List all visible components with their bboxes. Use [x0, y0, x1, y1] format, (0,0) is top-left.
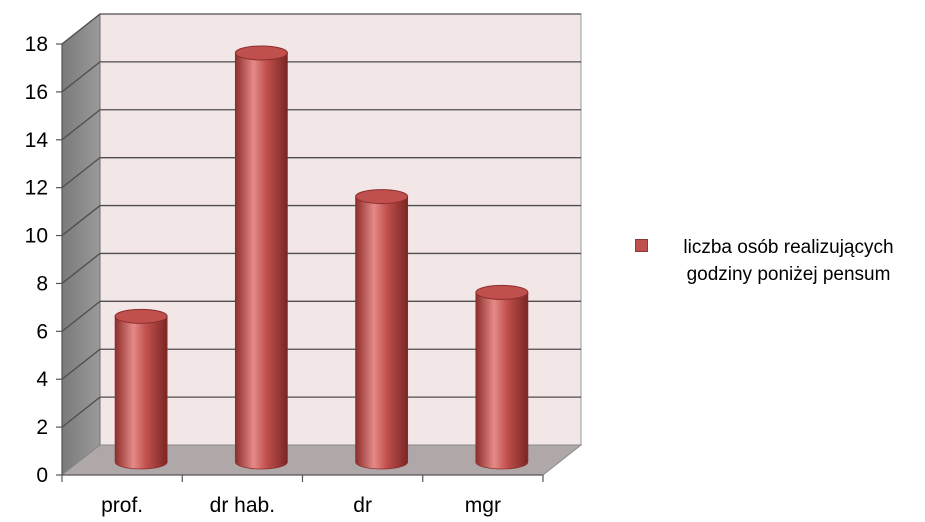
bar — [355, 189, 409, 470]
gridline-side — [61, 61, 101, 93]
gridline-side — [61, 13, 101, 45]
y-tick-label: 16 — [25, 81, 48, 104]
gridline-side — [61, 348, 101, 380]
bar-top — [475, 284, 529, 300]
x-tick-label: dr hab. — [210, 494, 275, 517]
y-tick-labels: 0 2 4 6 8 10 12 14 16 18 — [25, 33, 49, 487]
gridline-side — [61, 157, 101, 189]
gridline-side — [61, 252, 101, 284]
x-tick-label: dr — [353, 494, 372, 517]
gridline-side — [61, 109, 101, 141]
bar — [234, 45, 288, 470]
side-wall — [61, 12, 101, 477]
y-tick-label: 0 — [36, 464, 48, 487]
bar-top — [114, 308, 168, 324]
y-tick-label: 10 — [25, 225, 48, 248]
y-tick-label: 2 — [36, 416, 48, 439]
y-tick-label: 4 — [36, 368, 48, 391]
x-tick-label: prof. — [101, 494, 143, 517]
bars — [114, 45, 529, 470]
bar — [475, 284, 529, 470]
gridline-side — [61, 396, 101, 428]
x-tick-labels: prof. dr hab. dr mgr — [101, 494, 501, 517]
gridline-side — [61, 300, 101, 332]
axes — [56, 43, 544, 482]
chart-walls — [60, 12, 583, 477]
y-tick-label: 18 — [25, 33, 48, 56]
x-tick-label: mgr — [465, 494, 501, 517]
y-tick-label: 14 — [25, 129, 49, 152]
y-tick-label: 12 — [25, 177, 48, 200]
legend-swatch — [635, 239, 648, 252]
bar-body — [475, 291, 529, 470]
bar-top — [234, 45, 288, 61]
y-tick-label: 8 — [36, 272, 48, 295]
legend-label: liczba osób realizujących godziny poniże… — [683, 237, 894, 285]
bar — [114, 308, 168, 470]
bar-body — [114, 315, 168, 470]
bar-body — [234, 52, 288, 470]
y-tick-label: 6 — [36, 320, 48, 343]
legend: liczba osób realizujących godziny poniże… — [635, 234, 920, 288]
bar-body — [355, 196, 409, 470]
gridline-side — [61, 205, 101, 237]
bar-top — [355, 189, 409, 205]
